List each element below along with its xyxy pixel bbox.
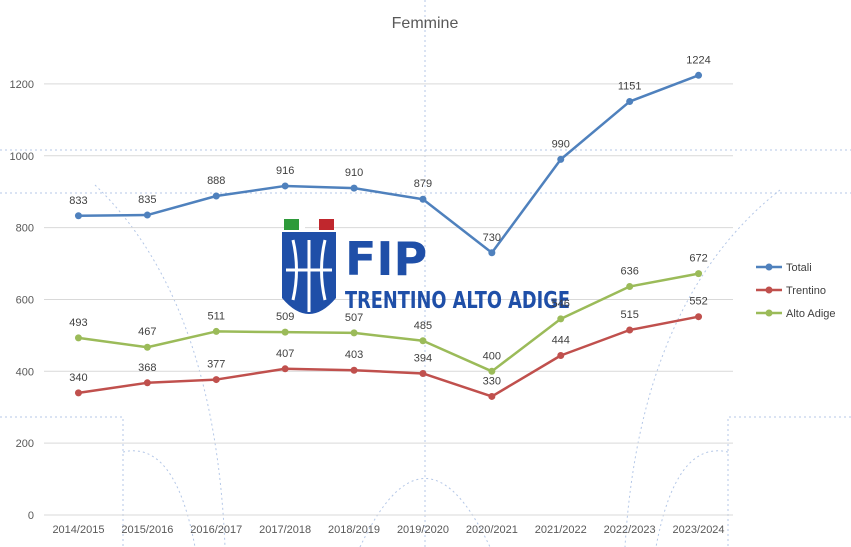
y-tick-label: 800 — [16, 223, 34, 235]
data-label: 515 — [620, 309, 638, 321]
data-label: 403 — [345, 349, 363, 361]
data-label: 1151 — [618, 81, 642, 93]
legend-label: Totali — [786, 262, 812, 274]
data-point — [350, 366, 358, 374]
legend-label: Alto Adige — [786, 308, 836, 320]
x-tick-label: 2017/2018 — [259, 524, 311, 536]
y-tick-label: 1000 — [10, 151, 34, 163]
data-point — [143, 343, 151, 351]
logo-fip-text: FIP — [345, 232, 427, 286]
x-tick-label: 2020/2021 — [466, 524, 518, 536]
x-tick-label: 2015/2016 — [121, 524, 173, 536]
data-point — [695, 71, 703, 79]
series-line — [78, 74, 699, 255]
data-point — [419, 195, 427, 203]
data-labels: 833 835 888 916 910 879 730 990 1151 1224 340 368 37… — [69, 54, 711, 387]
data-point — [74, 212, 82, 220]
data-point — [350, 184, 358, 192]
fip-shield-icon — [282, 219, 336, 314]
data-point — [626, 98, 634, 106]
y-tick-label: 0 — [28, 510, 34, 522]
y-axis-ticks: 0 200 400 600 800 1000 1200 — [10, 79, 34, 522]
data-point — [281, 182, 289, 190]
x-tick-label: 2023/2024 — [673, 524, 725, 536]
x-tick-label: 2019/2020 — [397, 524, 449, 536]
data-point — [557, 352, 565, 360]
data-label: 910 — [345, 167, 363, 179]
data-label: 377 — [207, 359, 225, 371]
legend-marker — [765, 263, 773, 271]
x-axis-ticks: 2014/2015 2015/2016 2016/2017 2017/2018 2018… — [52, 524, 724, 536]
chart-title: Femmine — [392, 15, 459, 32]
data-point — [695, 270, 703, 278]
data-point — [281, 365, 289, 373]
data-label: 879 — [414, 178, 432, 190]
data-point — [695, 313, 703, 321]
data-label: 368 — [138, 362, 156, 374]
data-label: 636 — [620, 266, 638, 278]
data-label: 509 — [276, 311, 294, 323]
data-point — [212, 192, 220, 200]
data-point — [212, 327, 220, 335]
data-label: 340 — [69, 372, 87, 384]
data-label: 835 — [138, 194, 156, 206]
data-point — [419, 337, 427, 345]
data-point — [488, 392, 496, 400]
data-label: 507 — [345, 312, 363, 324]
data-label: 546 — [552, 298, 570, 310]
x-tick-label: 2022/2023 — [604, 524, 656, 536]
data-label: 730 — [483, 232, 501, 244]
y-tick-label: 600 — [16, 294, 34, 306]
data-point — [557, 315, 565, 323]
data-point — [281, 328, 289, 336]
x-tick-label: 2018/2019 — [328, 524, 380, 536]
data-label: 485 — [414, 320, 432, 332]
data-point — [626, 326, 634, 334]
legend: Totali Trentino Alto Adige — [756, 262, 836, 320]
data-point — [557, 155, 565, 163]
y-tick-label: 1200 — [10, 79, 34, 91]
data-label: 833 — [69, 195, 87, 207]
data-label: 552 — [689, 296, 707, 308]
series-line — [78, 315, 699, 398]
data-label: 990 — [552, 138, 570, 150]
data-point — [143, 211, 151, 219]
legend-marker — [765, 286, 773, 294]
data-point — [488, 249, 496, 257]
data-label: 400 — [483, 350, 501, 362]
data-label: 493 — [69, 317, 87, 329]
y-tick-label: 200 — [16, 438, 34, 450]
data-label: 511 — [207, 310, 225, 322]
data-label: 916 — [276, 165, 294, 177]
data-label: 407 — [276, 348, 294, 360]
data-point — [626, 283, 634, 291]
data-point — [74, 389, 82, 397]
fip-logo: FIP TRENTINO ALTO ADIGE — [282, 219, 570, 314]
legend-label: Trentino — [786, 285, 826, 297]
data-label: 672 — [689, 253, 707, 265]
data-label: 394 — [414, 352, 432, 364]
gridlines — [44, 83, 733, 516]
data-point — [74, 334, 82, 342]
data-label: 888 — [207, 175, 225, 187]
data-point — [212, 376, 220, 384]
data-label: 1224 — [686, 54, 710, 66]
x-tick-label: 2016/2017 — [190, 524, 242, 536]
series-line — [78, 272, 699, 373]
data-point — [350, 329, 358, 337]
data-point — [419, 369, 427, 377]
data-label: 467 — [138, 326, 156, 338]
y-tick-label: 400 — [16, 366, 34, 378]
data-label: 444 — [552, 335, 570, 347]
logo-region-text: TRENTINO ALTO ADIGE — [345, 288, 570, 314]
data-label: 330 — [483, 375, 501, 387]
x-tick-label: 2021/2022 — [535, 524, 587, 536]
data-point — [143, 379, 151, 387]
legend-marker — [765, 309, 773, 317]
data-point — [488, 367, 496, 375]
x-tick-label: 2014/2015 — [52, 524, 104, 536]
series-lines — [74, 71, 703, 400]
